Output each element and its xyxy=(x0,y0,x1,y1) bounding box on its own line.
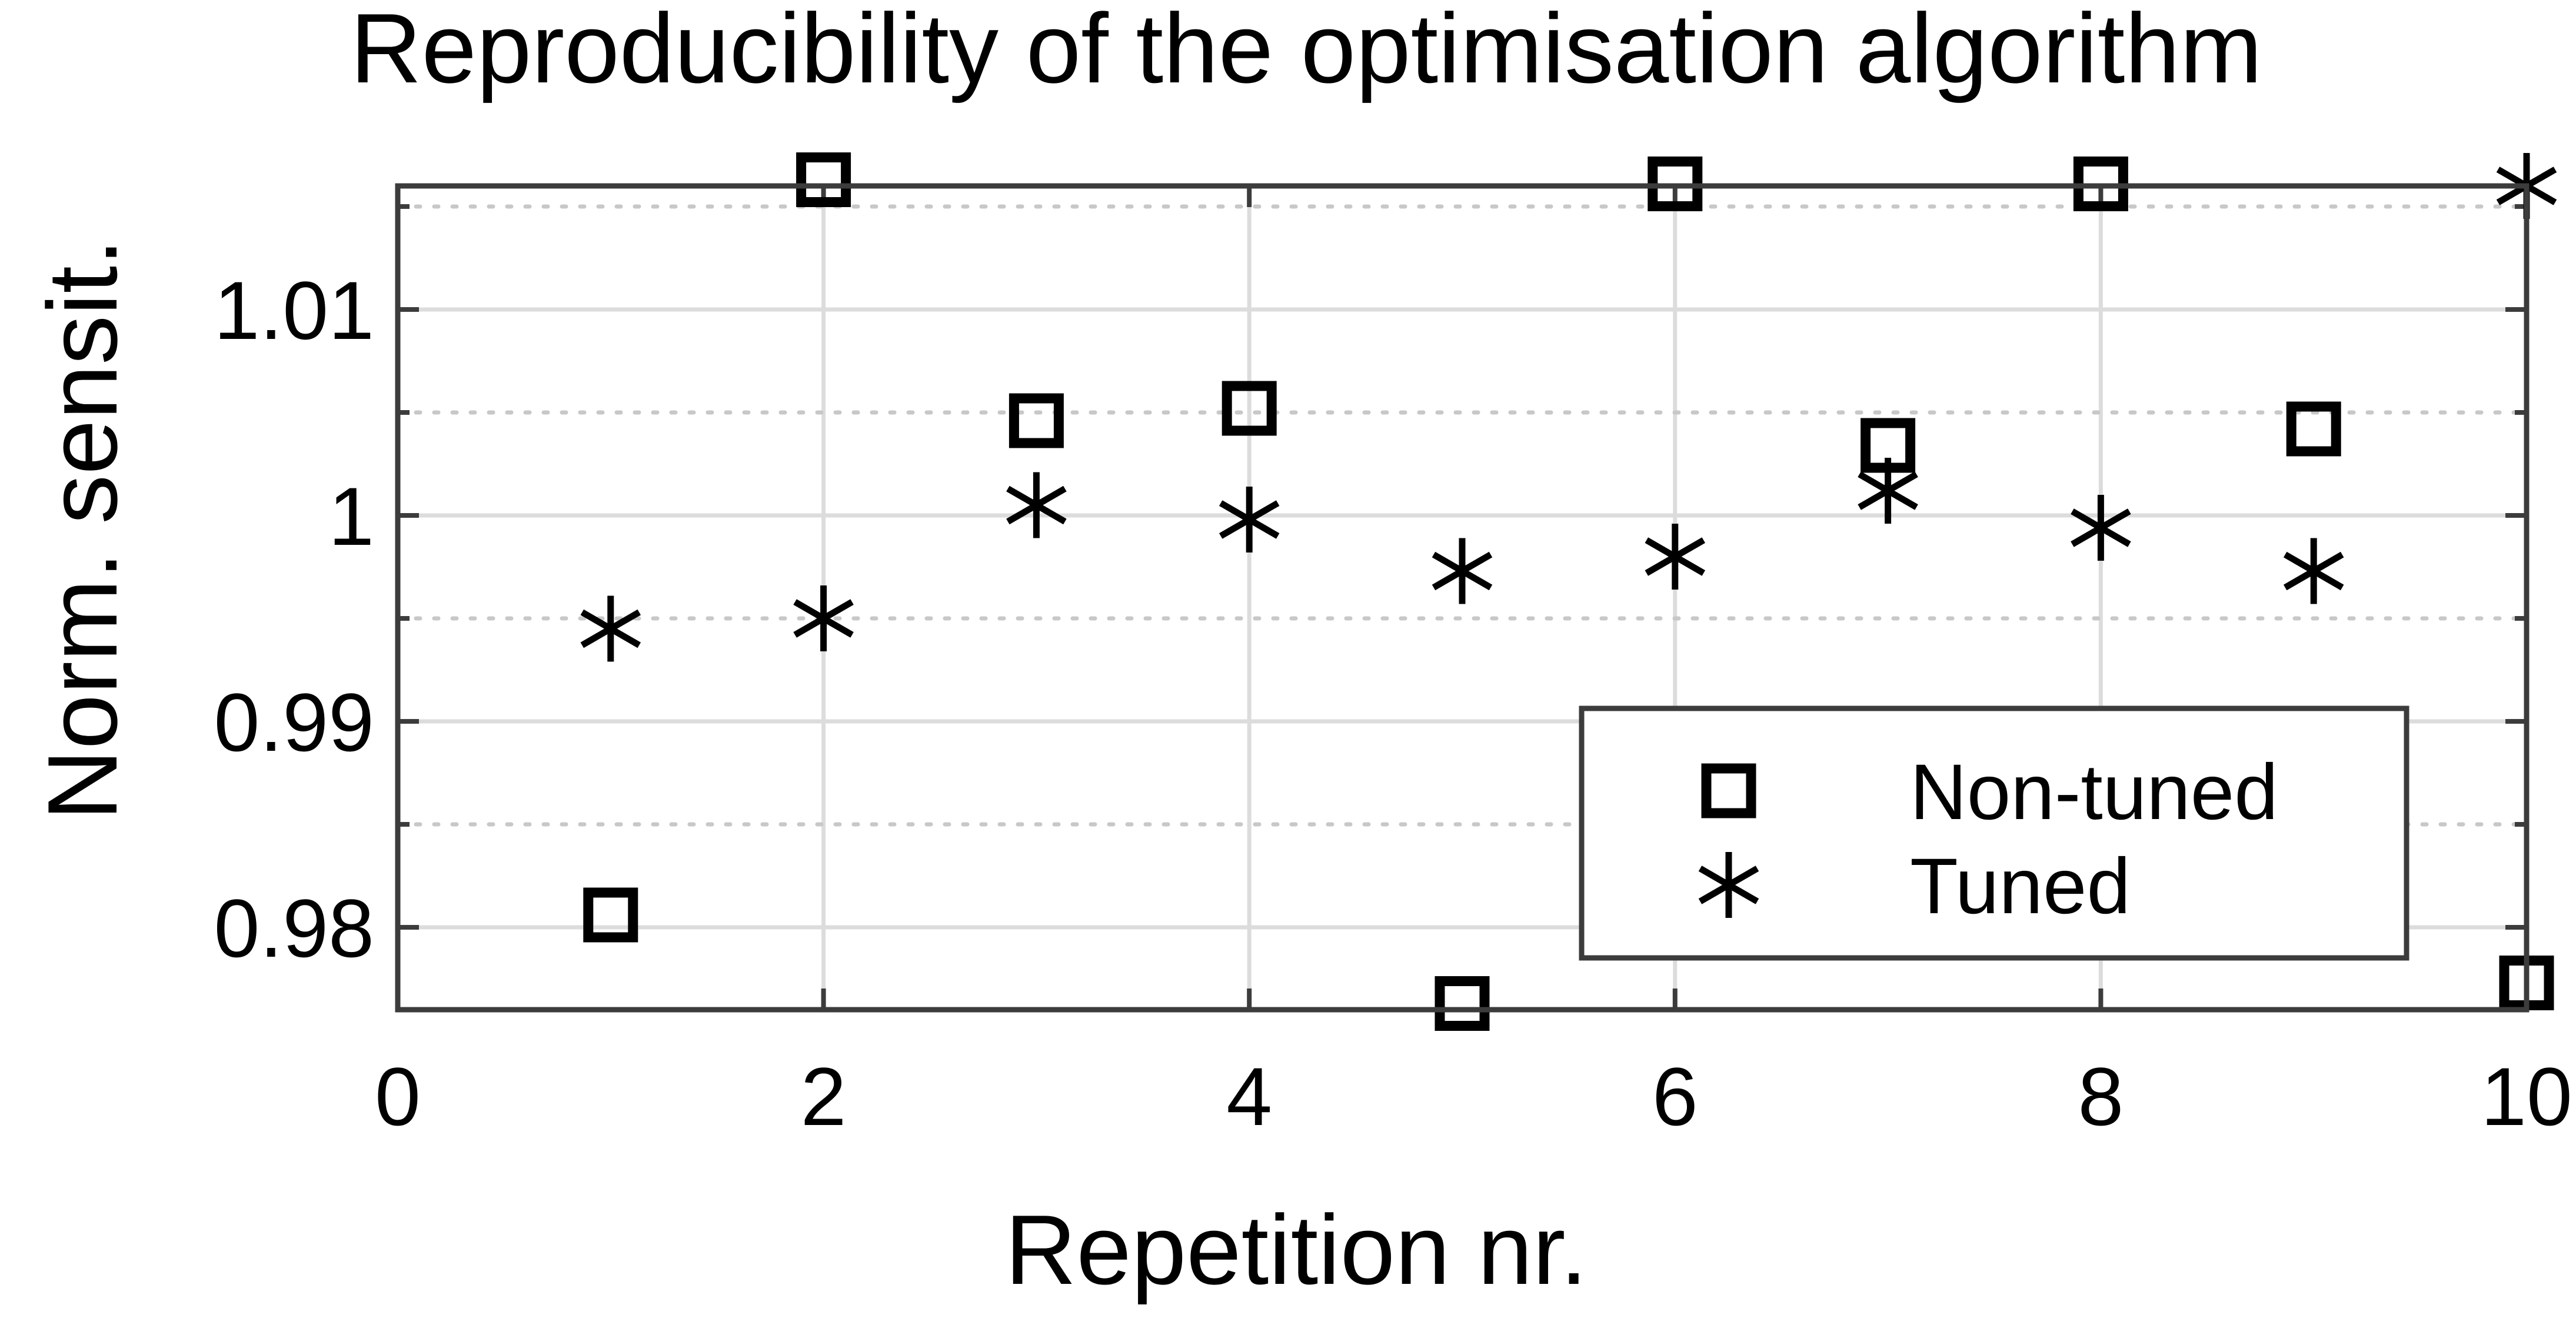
x-tick-label: 10 xyxy=(2481,1050,2572,1143)
tuned-point xyxy=(1432,538,1493,604)
non-tuned-point xyxy=(2286,401,2341,457)
data-marks-layer xyxy=(580,152,2557,1031)
legend-marker-asterisk-icon xyxy=(1698,852,1759,918)
tuned-point xyxy=(1006,472,1067,538)
y-tick-label: 0.99 xyxy=(214,676,374,768)
tuned-point xyxy=(1645,524,1706,590)
non-tuned-point xyxy=(796,152,851,207)
chart-title: Reproducibility of the optimisation algo… xyxy=(350,0,2262,104)
legend-entry-label: Non-tuned xyxy=(1910,748,2278,836)
x-tick-label: 0 xyxy=(375,1050,421,1143)
tuned-point xyxy=(580,595,641,662)
x-tick-label: 6 xyxy=(1652,1050,1698,1143)
tuned-point xyxy=(2283,538,2344,604)
y-tick-label: 1.01 xyxy=(214,264,374,357)
non-tuned-point xyxy=(1222,381,1277,436)
tuned-point xyxy=(1219,487,1280,553)
x-tick-label: 8 xyxy=(2078,1050,2124,1143)
non-tuned-point xyxy=(1009,393,1064,448)
tuned-point xyxy=(793,585,854,651)
legend-entry-label: Tuned xyxy=(1910,843,2131,930)
non-tuned-point xyxy=(583,887,638,943)
axes-frame xyxy=(395,183,2530,1013)
tuned-point xyxy=(1858,458,1918,524)
tick-labels-layer: 0 2 4 6 8 10 0.98 0.99 1 1.01 xyxy=(214,264,2572,1143)
y-tick-label: 0.98 xyxy=(214,882,374,974)
legend-marker-square-icon xyxy=(1701,763,1756,818)
y-axis-label: Norm. sensit. xyxy=(27,238,138,821)
non-tuned-point xyxy=(1435,976,1490,1031)
y-tick-label: 1 xyxy=(328,470,374,563)
x-tick-label: 2 xyxy=(801,1050,847,1143)
x-tick-label: 4 xyxy=(1226,1050,1272,1143)
legend-box xyxy=(1579,705,2409,961)
x-axis-label: Repetition nr. xyxy=(1005,1194,1587,1305)
tuned-point xyxy=(2071,495,2131,561)
